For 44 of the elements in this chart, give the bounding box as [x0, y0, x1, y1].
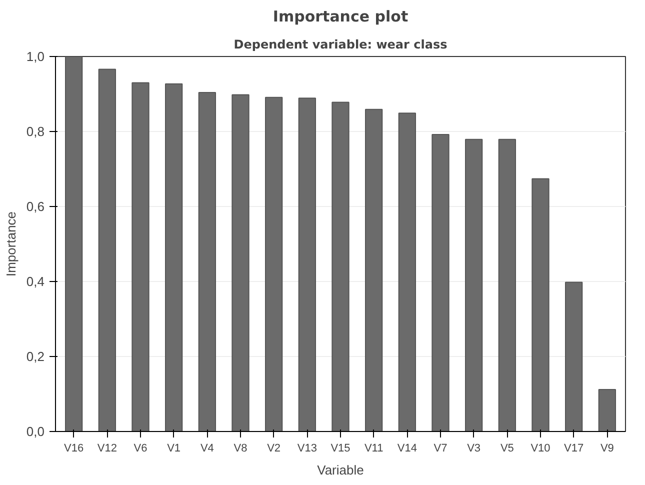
x-tick-label: V10 — [530, 442, 550, 454]
x-tick-label: V4 — [200, 442, 214, 454]
bar — [365, 108, 383, 432]
x-tick-label: V2 — [267, 442, 281, 454]
bar — [232, 94, 250, 432]
bar — [565, 282, 583, 432]
bar — [532, 178, 550, 432]
bar — [98, 68, 116, 432]
y-tick-label: 0,6 — [26, 199, 45, 214]
x-tick-label: V3 — [467, 442, 481, 454]
chart-subtitle: Dependent variable: wear class — [234, 38, 448, 52]
x-tick-label: V8 — [234, 442, 248, 454]
bar — [265, 96, 283, 432]
y-tick-label: 1,0 — [26, 49, 45, 64]
bar — [498, 138, 516, 432]
x-tick-label: V13 — [297, 442, 317, 454]
bar — [132, 82, 150, 432]
x-tick-label: V11 — [364, 442, 384, 454]
chart-title: Importance plot — [272, 8, 408, 26]
y-tick-label: 0,4 — [26, 274, 45, 289]
x-tick-label: V6 — [134, 442, 148, 454]
x-tick-label: V5 — [500, 442, 514, 454]
bar — [465, 138, 483, 432]
x-tick-label: V9 — [600, 442, 614, 454]
x-tick-label: V12 — [97, 442, 117, 454]
bar — [332, 102, 350, 432]
bar — [165, 83, 183, 432]
x-tick-label: V16 — [64, 442, 84, 454]
bar — [398, 112, 416, 432]
bar — [298, 98, 316, 432]
bar — [198, 92, 216, 432]
y-tick-label: 0,2 — [26, 349, 45, 364]
y-tick-label: 0,0 — [26, 424, 45, 439]
x-tick-label: V1 — [167, 442, 181, 454]
bar — [598, 389, 616, 432]
x-tick-label: V7 — [434, 442, 448, 454]
x-tick-label: V17 — [564, 442, 584, 454]
x-tick-label: V15 — [330, 442, 350, 454]
bar — [65, 56, 83, 432]
x-axis-title: Variable — [317, 462, 364, 478]
x-tick-label: V14 — [397, 442, 417, 454]
bar — [432, 134, 450, 432]
y-axis-title: Importance — [3, 211, 18, 277]
y-tick-label: 0,8 — [26, 124, 45, 139]
